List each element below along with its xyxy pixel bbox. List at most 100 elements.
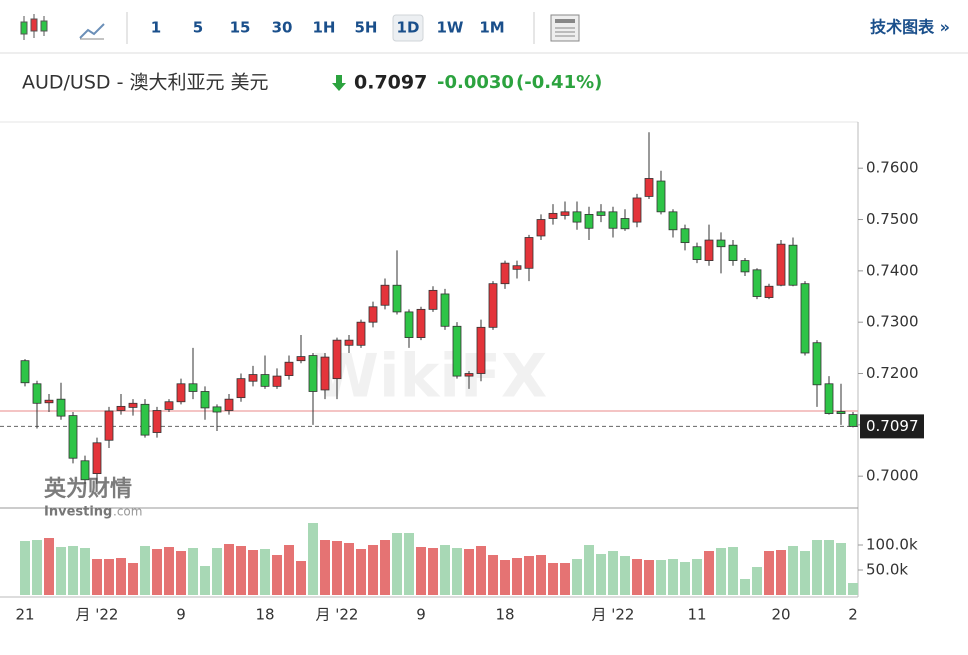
interval-button[interactable]: 1W [437, 19, 464, 37]
candle-body [512, 265, 522, 270]
candle-body [404, 311, 414, 338]
volume-bar [584, 545, 594, 595]
volume-bar [392, 533, 402, 595]
candle-body [824, 383, 834, 414]
change: -0.0030 [437, 72, 514, 93]
candle-body [668, 211, 678, 231]
technical-chart-link[interactable]: 技术图表 » [870, 18, 950, 37]
volume-bar [68, 546, 78, 595]
volume-bar [512, 558, 522, 595]
volume-bar [500, 560, 510, 595]
interval-button[interactable]: 30 [272, 19, 293, 37]
volume-bar [200, 566, 210, 595]
x-tick-label: 9 [176, 606, 186, 624]
candle-body [392, 284, 402, 313]
candle-body [500, 262, 510, 285]
candle-body [92, 442, 102, 475]
volume-bar [656, 560, 666, 595]
volume-bar [824, 540, 834, 595]
candle-body [728, 244, 738, 261]
y-tick-label: 0.7500 [866, 210, 919, 228]
interval-button[interactable]: 1D [397, 19, 420, 37]
volume-bar [812, 540, 822, 595]
candle-body [716, 239, 726, 248]
volume-bar [440, 545, 450, 595]
change-percent: (-0.41%) [516, 72, 602, 93]
volume-bar [80, 548, 90, 595]
volume-bar [488, 555, 498, 595]
interval-button[interactable]: 1M [479, 19, 504, 37]
candle-body [284, 361, 294, 376]
candle-body [68, 415, 78, 459]
interval-button[interactable]: 5H [355, 19, 378, 37]
volume-bar [344, 543, 354, 595]
x-tick-label: 2 [848, 606, 858, 624]
volume-bar [692, 559, 702, 595]
volume-bar [560, 563, 570, 595]
volume-bar [320, 540, 330, 595]
candle-body [764, 285, 774, 298]
candle-body [524, 237, 534, 269]
volume-bar [776, 550, 786, 595]
volume-bar [272, 555, 282, 595]
candle-body [548, 212, 558, 219]
x-tick-label: 20 [771, 606, 790, 624]
down-arrow [332, 75, 346, 91]
volume-bar [836, 543, 846, 595]
interval-button[interactable]: 15 [230, 19, 251, 37]
candle-body [248, 374, 258, 382]
candle-body [140, 403, 150, 436]
candle-body [188, 383, 198, 392]
volume-bar [644, 560, 654, 595]
interval-button[interactable]: 5 [193, 19, 203, 37]
volume-bar [152, 549, 162, 595]
volume-bar [308, 523, 318, 595]
candle-body [464, 373, 474, 377]
candle-body [572, 211, 582, 223]
candle-body [596, 211, 606, 216]
volume-bar [296, 561, 306, 595]
candle-body [164, 401, 174, 410]
last-price-box [860, 414, 924, 439]
candle-icon[interactable] [20, 14, 48, 40]
volume-bar [140, 546, 150, 595]
candle-body [752, 269, 762, 297]
x-tick-label: 月 '22 [592, 606, 635, 624]
candle-body [308, 355, 318, 392]
y-tick-label: 0.7600 [866, 159, 919, 177]
volume-bar [32, 540, 42, 595]
interval-button[interactable]: 1H [313, 19, 336, 37]
layout-icon[interactable] [550, 14, 580, 42]
y-tick-label: 50.0k [866, 561, 908, 579]
volume-bar [428, 548, 438, 595]
volume-bar [236, 546, 246, 595]
volume-bar [632, 559, 642, 595]
volume-bar [404, 533, 414, 595]
interval-button[interactable]: 1 [151, 19, 161, 37]
candle-body [416, 308, 426, 338]
volume-bar [680, 562, 690, 595]
logo-domain: .com [113, 505, 142, 519]
volume-bar [800, 551, 810, 595]
price: 0.7097 [354, 72, 427, 94]
volume-bar [548, 563, 558, 595]
volume-bar [224, 544, 234, 595]
x-tick-label: 月 '22 [316, 606, 359, 624]
candle-body [80, 460, 90, 481]
candle-body [44, 399, 54, 404]
candle-body [176, 383, 186, 403]
watermark: WikiFX [313, 342, 547, 412]
volume-bar [752, 567, 762, 595]
line-icon[interactable] [79, 23, 105, 40]
candle-body [620, 218, 630, 230]
volume-bar [740, 579, 750, 595]
candle-body [296, 356, 306, 362]
volume-bar [704, 551, 714, 595]
candle-body [656, 180, 666, 213]
volume-bar [188, 548, 198, 595]
volume-bar [620, 556, 630, 595]
candle-body [428, 289, 438, 310]
volume-bar [164, 547, 174, 595]
volume-bar [668, 559, 678, 595]
candle-body [116, 405, 126, 411]
